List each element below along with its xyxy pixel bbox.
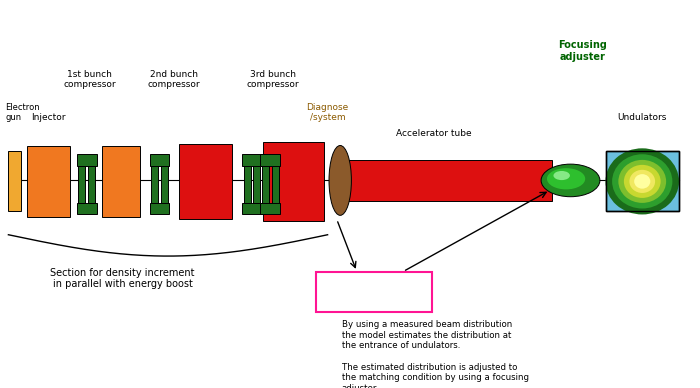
Text: 3rd bunch
compressor: 3rd bunch compressor (246, 70, 300, 89)
Bar (606, 151, 679, 211)
Bar (260, 154, 280, 166)
Text: Undulators: Undulators (617, 113, 666, 122)
Text: Electron
gun: Electron gun (6, 103, 40, 122)
Text: Section for density increment
in parallel with energy boost: Section for density increment in paralle… (50, 268, 195, 289)
Ellipse shape (618, 160, 666, 203)
Circle shape (547, 168, 585, 189)
Bar (8, 151, 21, 211)
Bar (78, 158, 85, 203)
Bar (102, 146, 140, 217)
Bar (253, 158, 260, 203)
Text: on a computer: on a computer (338, 296, 410, 306)
Ellipse shape (612, 154, 673, 208)
Bar (316, 272, 432, 312)
Bar (242, 154, 262, 166)
Bar (88, 158, 95, 203)
Circle shape (541, 164, 600, 197)
Ellipse shape (634, 174, 650, 189)
Bar (161, 158, 168, 203)
Bar (272, 158, 279, 203)
Ellipse shape (624, 165, 661, 198)
Bar (262, 158, 269, 203)
Ellipse shape (329, 146, 351, 215)
Ellipse shape (606, 148, 679, 215)
Text: Accelerator model: Accelerator model (330, 281, 419, 291)
Bar (27, 146, 70, 217)
Ellipse shape (629, 170, 655, 193)
Bar (606, 151, 679, 211)
Text: Focusing
adjuster: Focusing adjuster (558, 40, 607, 62)
Text: 2nd bunch
compressor: 2nd bunch compressor (148, 70, 201, 89)
Bar (178, 144, 232, 219)
Text: The estimated distribution is adjusted to
the matching condition by using a focu: The estimated distribution is adjusted t… (342, 363, 528, 388)
Bar (242, 203, 262, 214)
Text: Injector: Injector (31, 113, 66, 122)
Bar (342, 160, 552, 201)
Text: By using a measured beam distribution
the model estimates the distribution at
th: By using a measured beam distribution th… (342, 320, 512, 350)
Bar (150, 154, 169, 166)
Text: Accelerator tube: Accelerator tube (396, 129, 472, 138)
Bar (77, 154, 97, 166)
Text: Diagnose
/system: Diagnose /system (307, 103, 349, 122)
Bar (262, 142, 324, 221)
Bar (260, 203, 280, 214)
Bar (150, 203, 169, 214)
Circle shape (554, 171, 570, 180)
Text: 1st bunch
compressor: 1st bunch compressor (63, 70, 116, 89)
Bar (244, 158, 251, 203)
Bar (151, 158, 158, 203)
Bar (77, 203, 97, 214)
